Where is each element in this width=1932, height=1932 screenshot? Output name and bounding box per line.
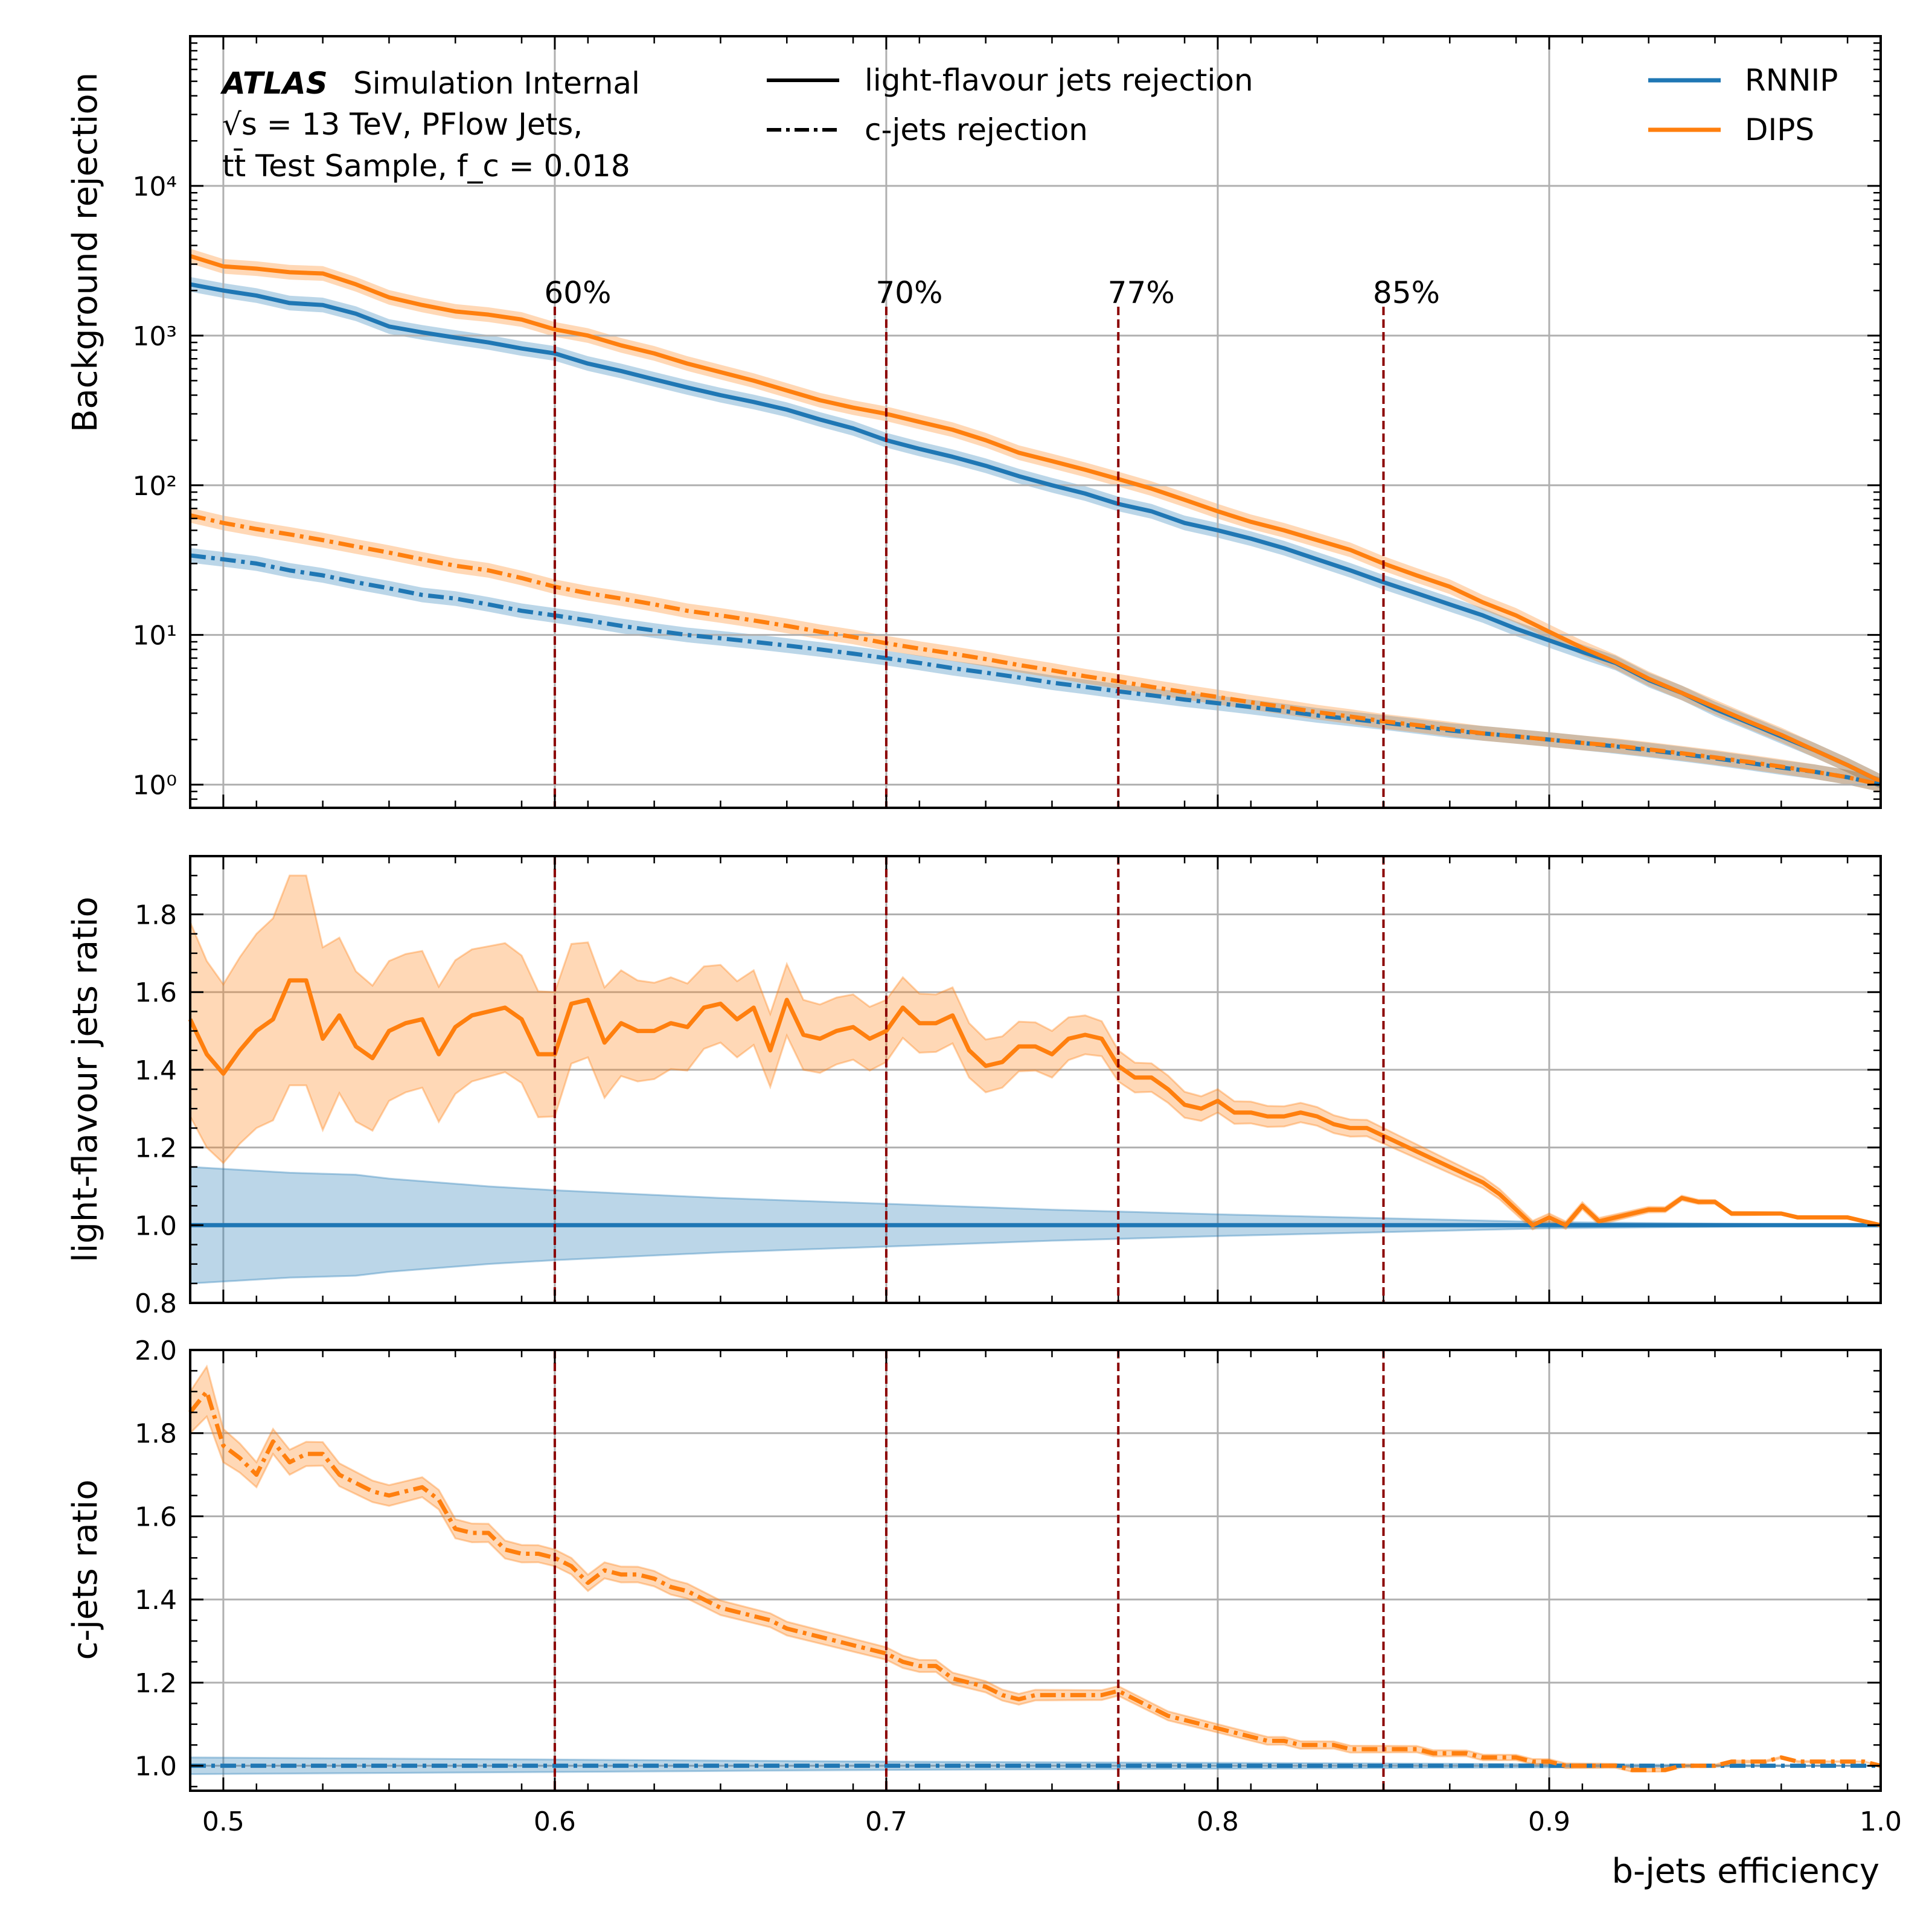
y-tick-label: 1.8 <box>135 900 177 931</box>
bottom-ylabel: c-jets ratio <box>66 1479 105 1660</box>
y-tick-label: 10⁴ <box>132 171 177 202</box>
y-tick-label: 1.0 <box>135 1211 177 1241</box>
legend-taggers: RNNIP DIPS <box>1648 63 1838 147</box>
atlas-subtitle: Simulation Internal <box>353 66 640 101</box>
energy-line: √s = 13 TeV, PFlow Jets, <box>222 107 583 142</box>
atlas-annotation: ATLAS Simulation Internal √s = 13 TeV, P… <box>220 66 640 184</box>
x-tick-label: 0.6 <box>534 1806 576 1837</box>
x-tick-label: 0.7 <box>865 1806 907 1837</box>
legend-linestyle: light-flavour jets rejection c-jets reje… <box>767 63 1253 147</box>
y-tick-label: 1.6 <box>135 1502 177 1532</box>
dips-solid-line <box>189 254 1882 784</box>
dips-dashdot-line <box>190 513 1881 787</box>
top-panel-frame <box>189 35 1882 809</box>
bottom-panel-frame <box>189 1349 1882 1792</box>
bottom-panel-c-ratio: 1.0 1.2 1.4 1.6 1.8 2.0 0.5 0.6 0.7 0.8 0.9 1.0 <box>135 1335 1902 1837</box>
x-tick-label: 0.9 <box>1528 1806 1570 1837</box>
x-tick-label: 0.8 <box>1197 1806 1239 1837</box>
y-tick-label: 10² <box>132 471 177 502</box>
x-tick-label: 1.0 <box>1860 1806 1902 1837</box>
rnnip-uncertainty-band <box>190 277 1881 789</box>
y-tick-label: 1.4 <box>135 1585 177 1616</box>
dips-dashdot-line <box>188 1389 1881 1773</box>
y-tick-label: 1.0 <box>135 1751 177 1782</box>
y-tick-label: 10³ <box>132 321 177 352</box>
y-tick-label: 0.8 <box>135 1288 177 1319</box>
rnnip-solid-line <box>190 282 1882 784</box>
y-tick-label: 10¹ <box>132 621 177 651</box>
xlabel: b-jets efficiency <box>1611 1852 1879 1891</box>
y-tick-label: 1.2 <box>135 1133 177 1164</box>
working-point-label: 60% <box>544 275 611 310</box>
middle-panel-frame <box>189 855 1882 1304</box>
legend-dips-label: DIPS <box>1745 112 1814 147</box>
y-tick-label: 1.6 <box>135 977 177 1008</box>
working-point-label: 77% <box>1108 275 1175 310</box>
atlas-label: ATLAS <box>220 66 328 101</box>
working-point-label: 70% <box>875 275 942 310</box>
y-tick-label: 1.4 <box>135 1055 177 1086</box>
y-tick-label: 1.8 <box>135 1419 177 1450</box>
middle-ylabel: light-flavour jets ratio <box>66 897 105 1262</box>
top-ylabel: Background rejection <box>66 72 105 432</box>
y-tick-label: 10⁰ <box>132 770 177 801</box>
dips-uncertainty-band <box>190 508 1881 792</box>
top-panel-rejection: 60% 70% 77% 85% 10⁰ 10¹ 10² 10³ 10⁴ <box>132 35 1882 809</box>
y-tick-label: 1.2 <box>135 1668 177 1699</box>
legend-dashdot-label: c-jets rejection <box>865 112 1088 147</box>
middle-panel-light-ratio: 0.8 1.0 1.2 1.4 1.6 1.8 <box>135 855 1882 1319</box>
legend-rnnip-label: RNNIP <box>1745 63 1838 98</box>
legend-solid-label: light-flavour jets rejection <box>865 63 1253 98</box>
sample-line: tt̄ Test Sample, f_c = 0.018 <box>222 148 630 184</box>
dips-solid-line <box>188 978 1881 1227</box>
dips-uncertainty-band <box>189 1364 1881 1773</box>
x-tick-label: 0.5 <box>202 1806 245 1837</box>
dips-uncertainty-band <box>189 874 1881 1231</box>
working-point-label: 85% <box>1373 275 1440 310</box>
y-tick-label: 2.0 <box>135 1335 177 1366</box>
